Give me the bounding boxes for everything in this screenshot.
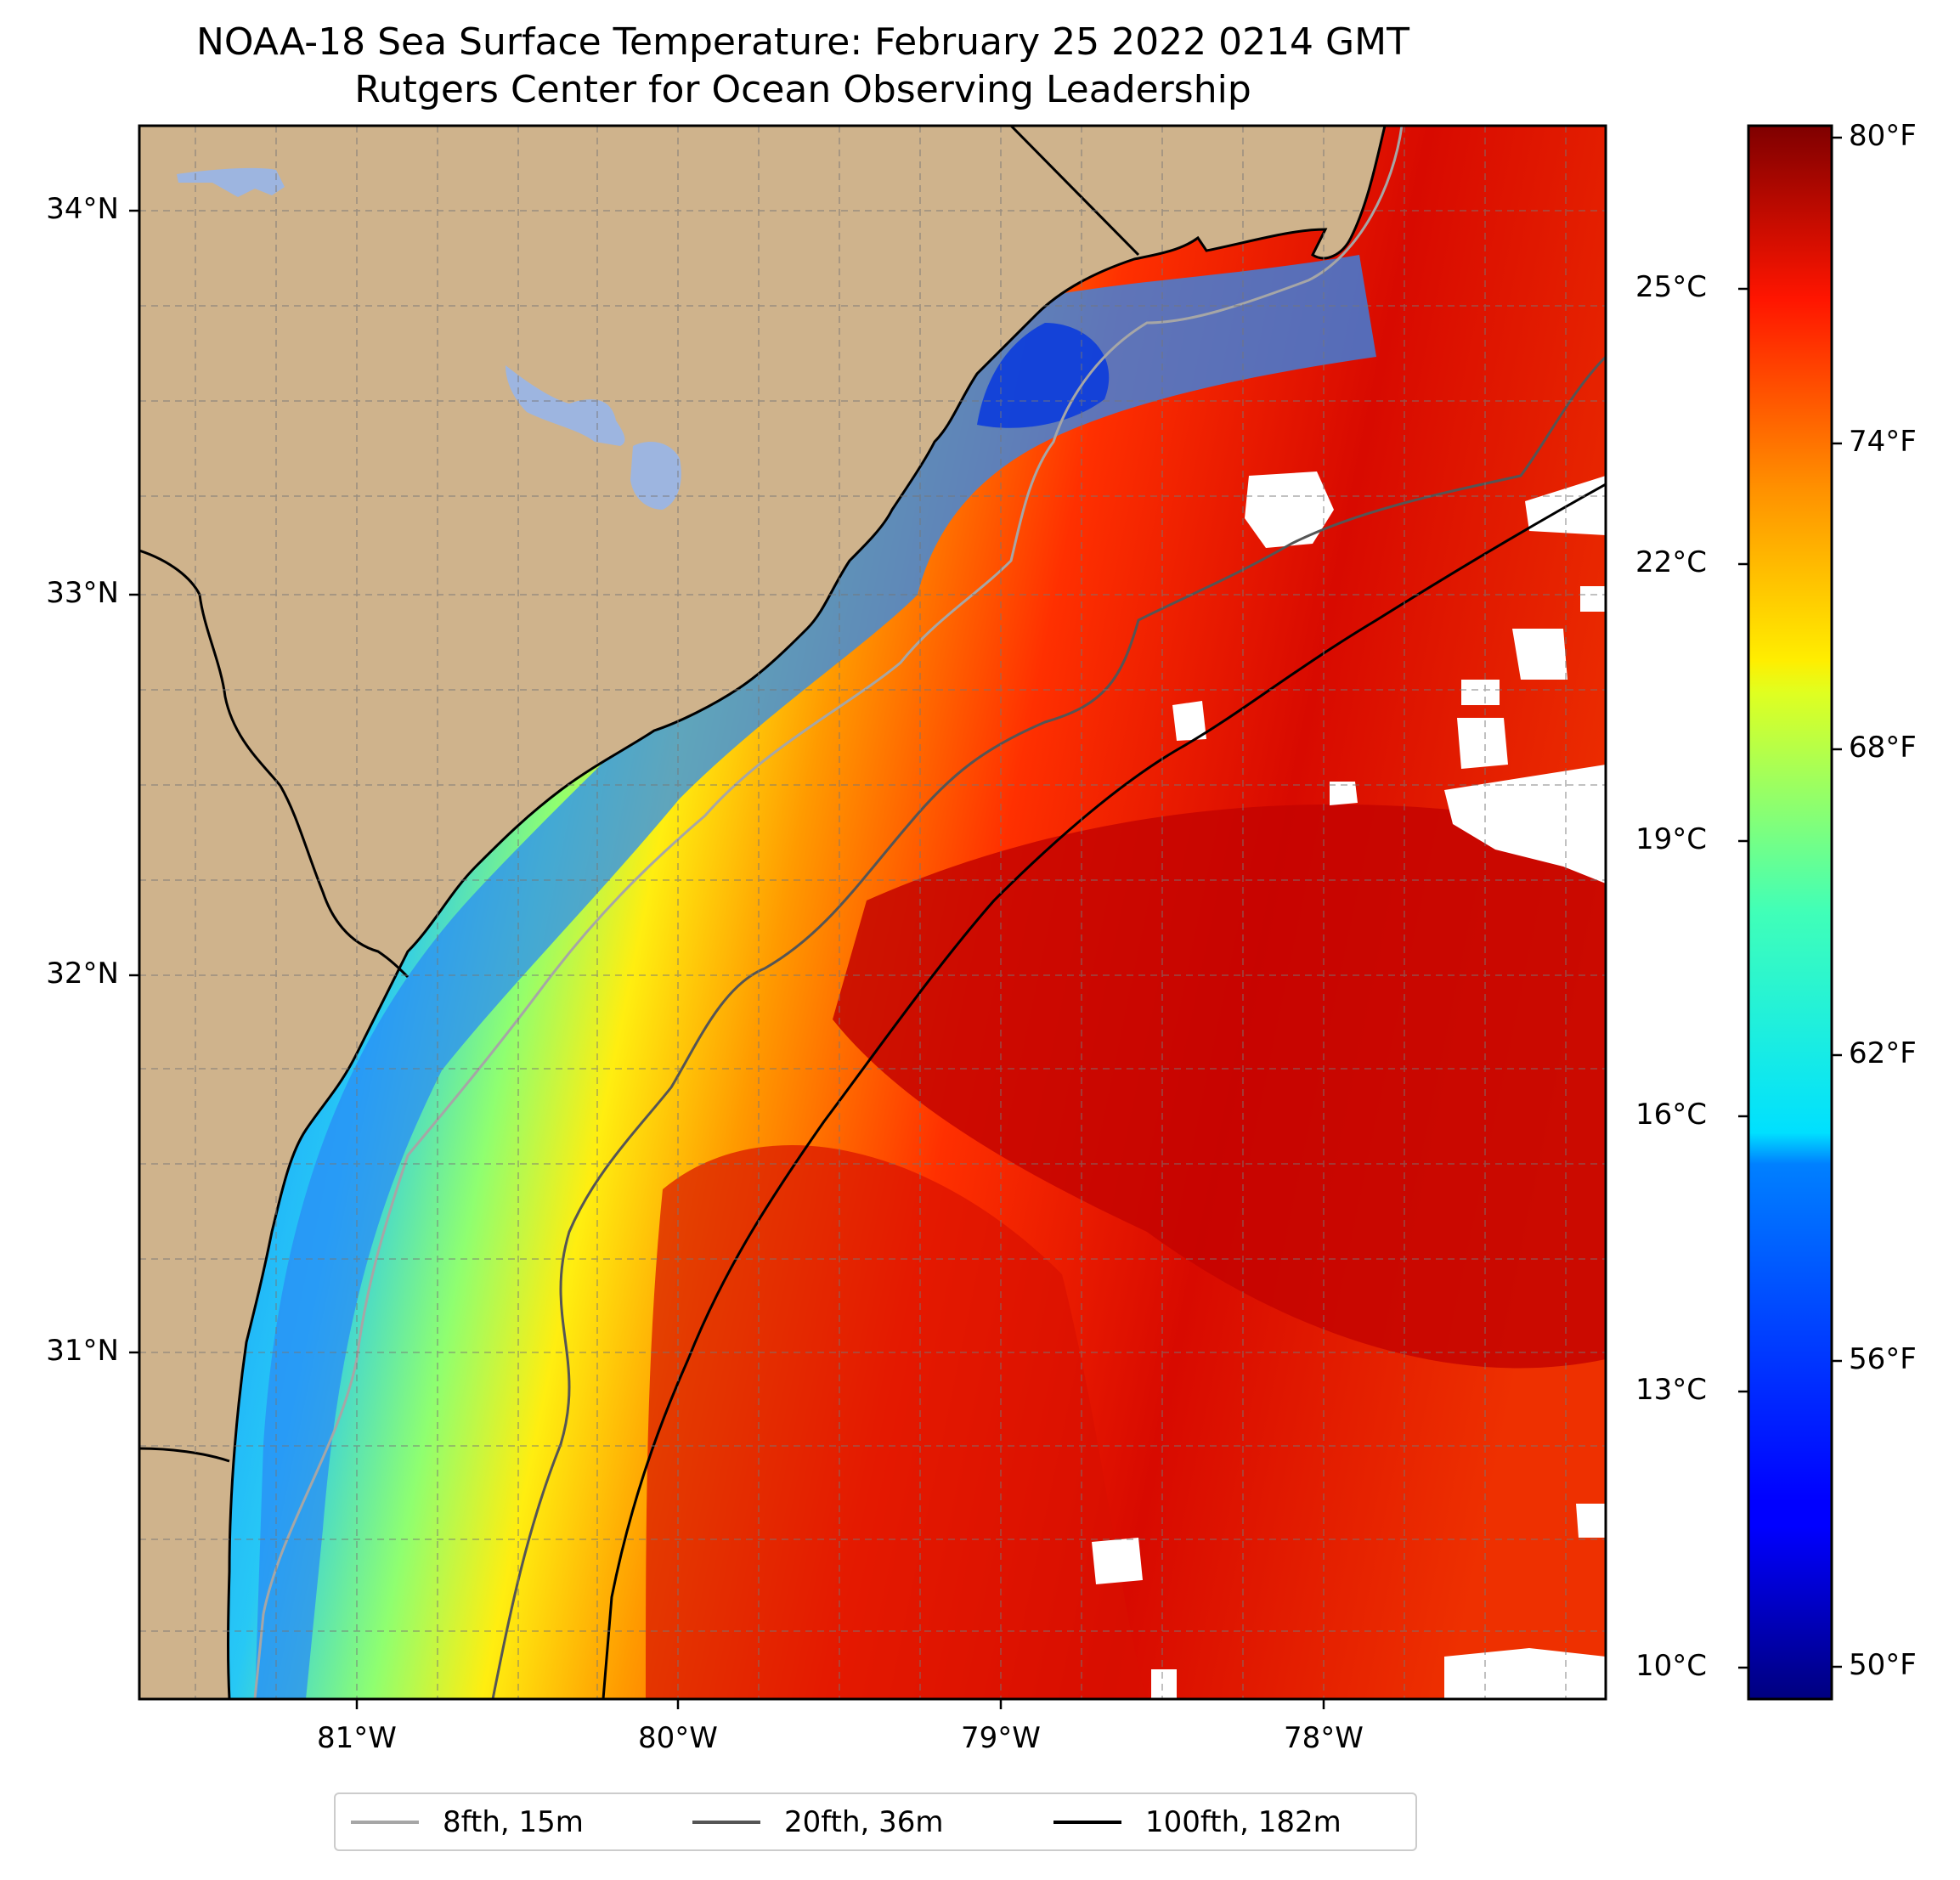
legend-label-8fth: 8fth, 15m [443, 1804, 584, 1839]
colorbar-ticks [1738, 136, 1842, 1669]
colorbar-label-16c: 16°C [1635, 1098, 1708, 1132]
isobath-20fth-36m [491, 355, 1606, 1699]
land-mass [139, 126, 1387, 1699]
colorbar-label-19c: 19°C [1635, 822, 1708, 856]
colorbar-label-80f: 80°F [1849, 119, 1917, 153]
legend-swatch-20fth [692, 1820, 760, 1824]
state-border-ga-fl [139, 1447, 230, 1463]
cold-coastal-band [255, 255, 1376, 1699]
colorbar [1747, 124, 1833, 1701]
isobath-8fth-15m [253, 126, 1404, 1699]
lakes [177, 167, 681, 510]
legend-label-100fth: 100fth, 182m [1145, 1804, 1341, 1839]
coldest-patch [977, 323, 1110, 428]
lon-label-79w: 79°W [961, 1721, 1041, 1755]
colorbar-label-25c: 25°C [1635, 270, 1708, 304]
colorbar-label-56f: 56°F [1849, 1342, 1917, 1376]
map-subtitle: Rutgers Center for Ocean Observing Leade… [354, 68, 1251, 111]
colorbar-label-10c: 10°C [1635, 1649, 1708, 1683]
lon-label-78w: 78°W [1284, 1721, 1364, 1755]
legend-swatch-100fth [1053, 1820, 1121, 1824]
axis-ticks [129, 209, 1325, 1709]
isobath-legend: 8fth, 15m 20fth, 36m 100fth, 182m [334, 1792, 1417, 1851]
lat-label-32n: 32°N [46, 957, 119, 991]
lat-label-34n: 34°N [46, 192, 119, 226]
lon-label-80w: 80°W [638, 1721, 718, 1755]
colorbar-label-62f: 62°F [1849, 1036, 1917, 1070]
colorbar-label-13c: 13°C [1635, 1373, 1708, 1407]
colorbar-label-68f: 68°F [1849, 731, 1917, 765]
isobath-100fth-182m [602, 483, 1606, 1699]
map-gridlines [139, 126, 1606, 1699]
legend-label-20fth: 20fth, 36m [784, 1804, 944, 1839]
colorbar-label-74f: 74°F [1849, 425, 1917, 459]
colorbar-label-50f: 50°F [1849, 1648, 1917, 1682]
gulf-stream-core [833, 804, 1606, 1369]
legend-swatch-8fth [351, 1820, 419, 1824]
legend-item-20fth: 20fth, 36m [692, 1794, 944, 1849]
legend-item-8fth: 8fth, 15m [351, 1794, 584, 1849]
colorbar-label-22c: 22°C [1635, 545, 1708, 579]
lat-label-33n: 33°N [46, 576, 119, 610]
lon-label-81w: 81°W [317, 1721, 397, 1755]
lat-label-31n: 31°N [46, 1334, 119, 1368]
map-title: NOAA-18 Sea Surface Temperature: Februar… [196, 20, 1409, 64]
state-border-nc-sc [1009, 126, 1140, 257]
sst-map [139, 126, 1606, 1699]
map-frame [138, 124, 1607, 1701]
legend-item-100fth: 100fth, 182m [1053, 1794, 1341, 1849]
warm-region-south [646, 1144, 1147, 1699]
